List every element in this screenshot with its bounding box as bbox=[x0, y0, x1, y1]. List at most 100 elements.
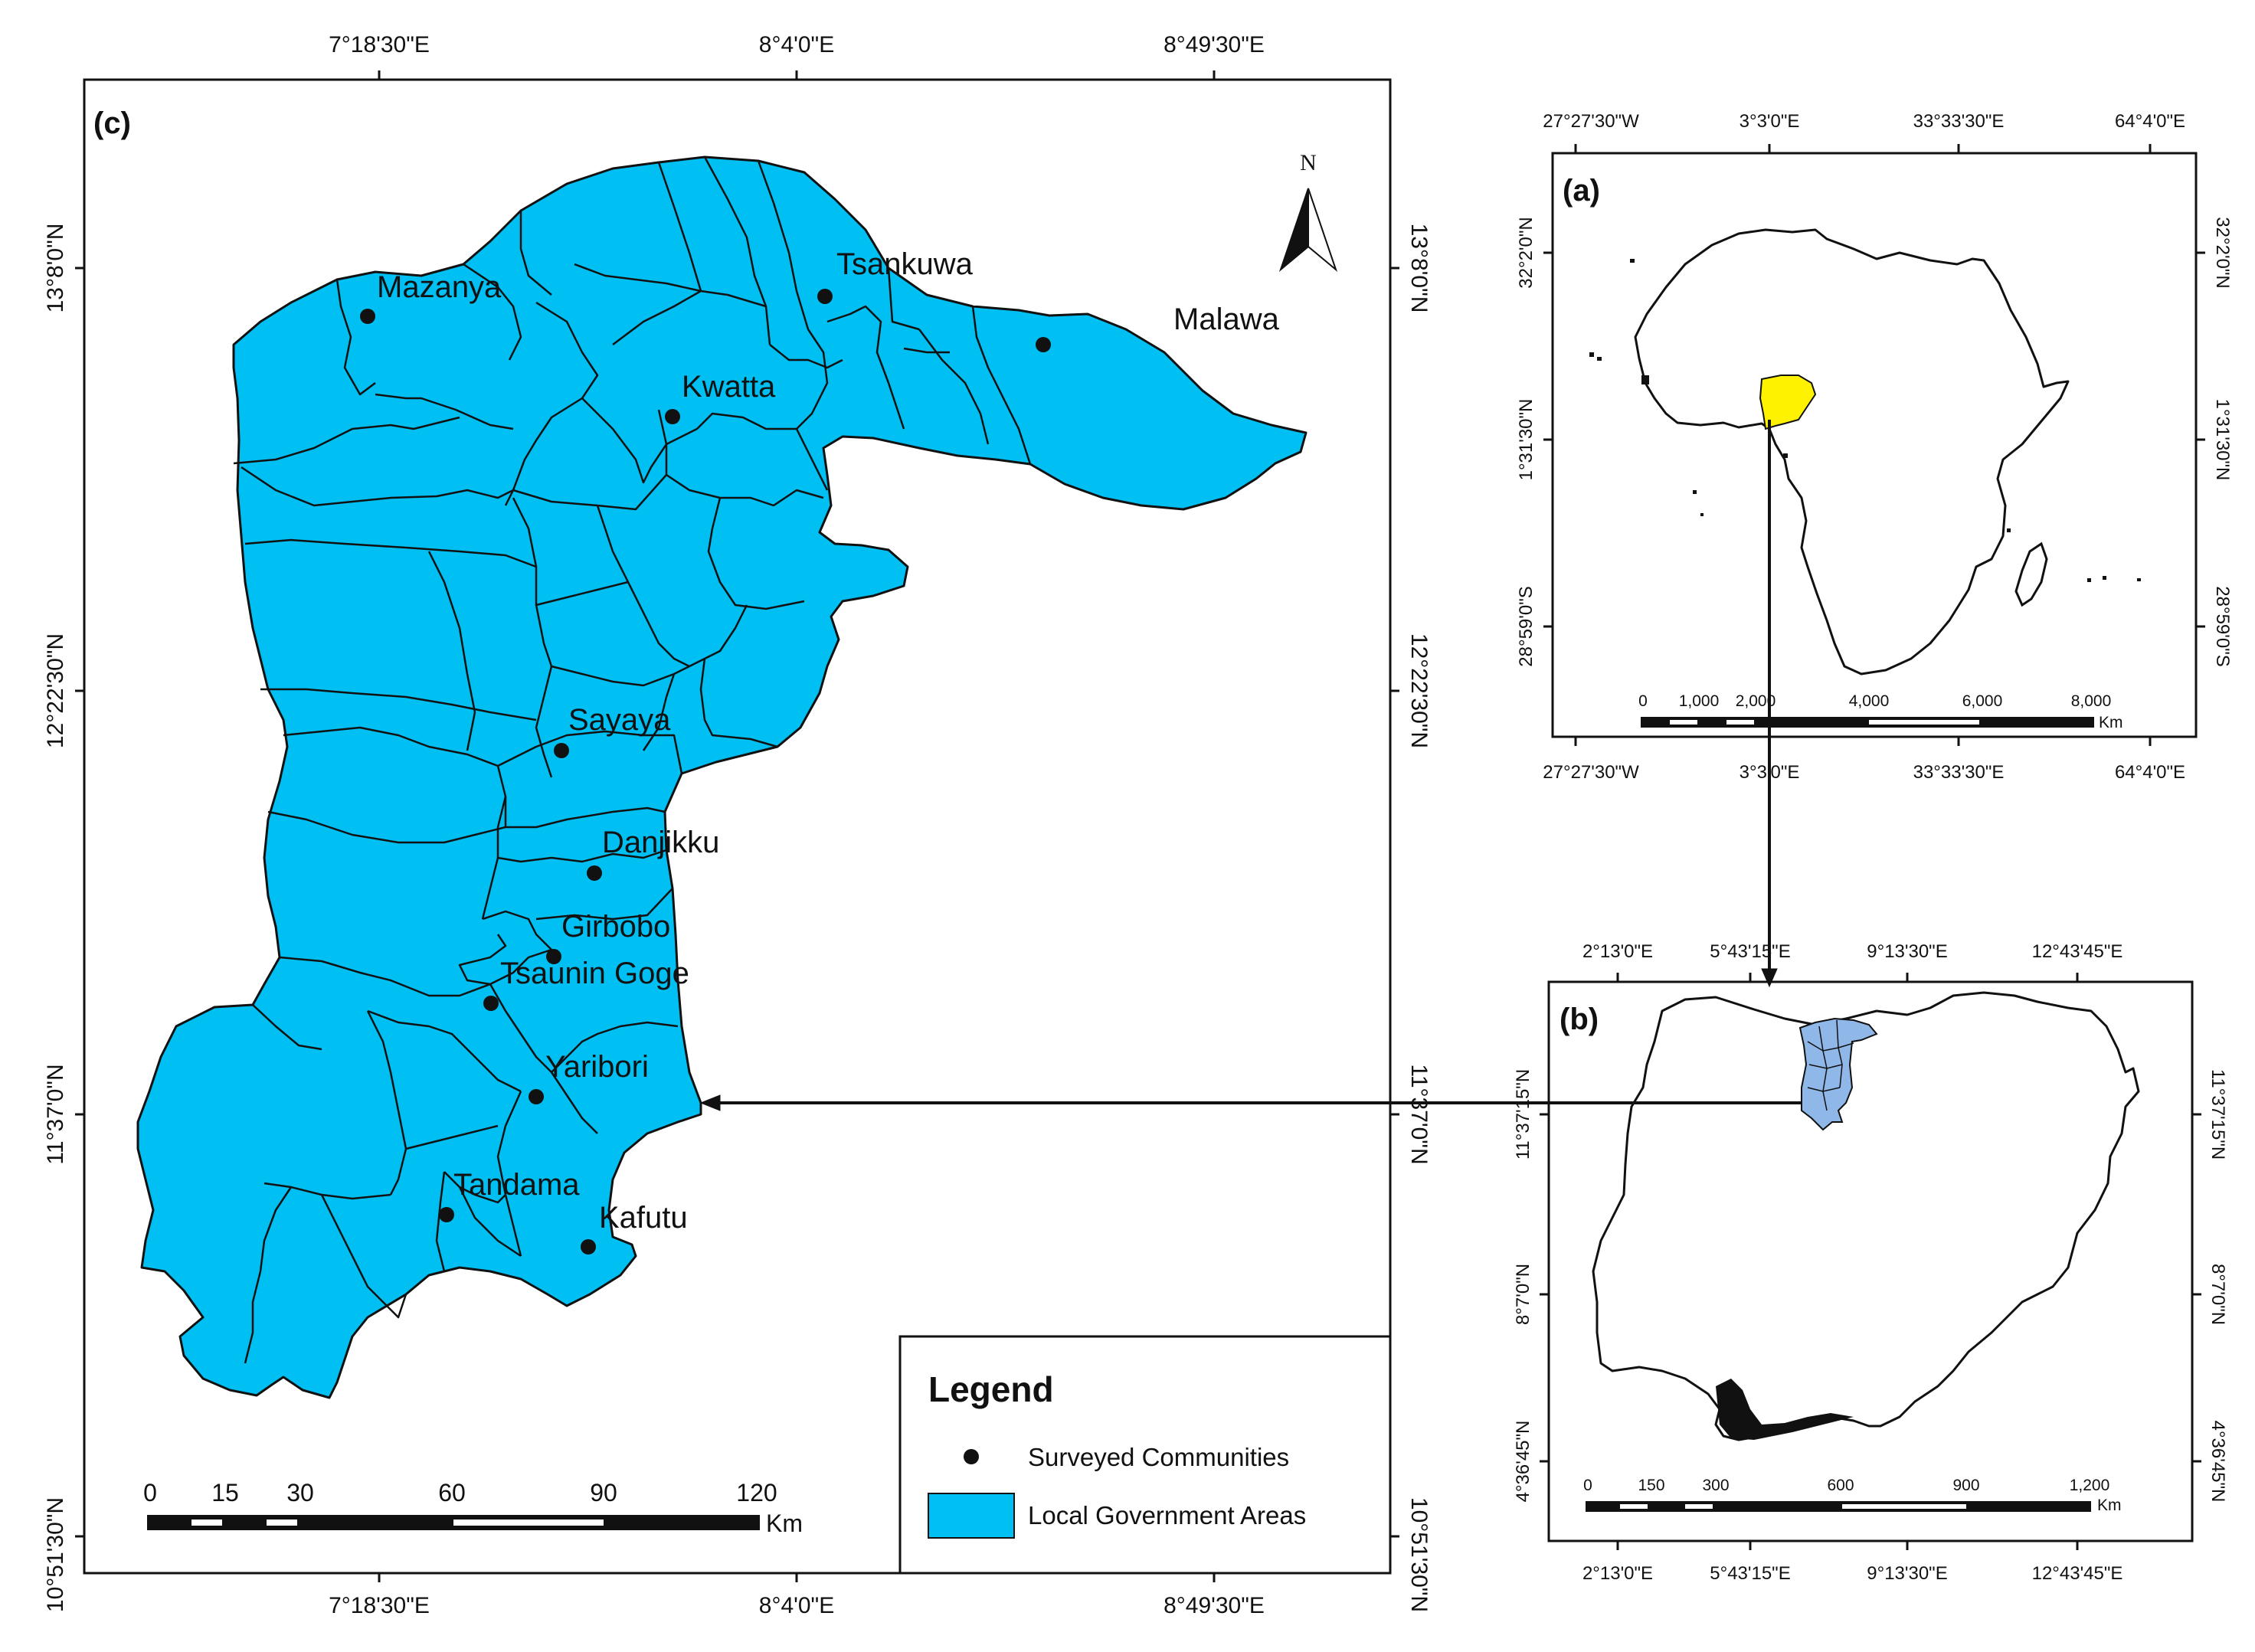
panel-b-right-tick: 4°36'45"N bbox=[2208, 1421, 2228, 1503]
panel-a-left-tick: 32°2'0"N bbox=[1516, 217, 1537, 288]
panel-c-scalebar: 0 15 30 60 90 120 Km bbox=[143, 1479, 803, 1537]
panel-c-right-tick: 11°37'0"N bbox=[1406, 1064, 1432, 1164]
scalebar-label: 0 bbox=[143, 1479, 157, 1506]
nigeria-outline bbox=[1592, 991, 2140, 1441]
scalebar-label: 120 bbox=[736, 1479, 777, 1506]
panel-c-top-tick: 8°49'30"E bbox=[1164, 32, 1265, 57]
community-labels: Mazanya Tsankuwa Malawa Kwatta Sayaya Da… bbox=[377, 247, 1280, 1235]
scalebar-label: 900 bbox=[1952, 1477, 1979, 1494]
panel-c-left-tick: 10°51'30"N bbox=[43, 1497, 68, 1612]
community-label-danjikku: Danjikku bbox=[602, 826, 719, 859]
community-points bbox=[360, 289, 1051, 1255]
panel-a-bottom-tick: 33°33'30"E bbox=[1913, 762, 2005, 783]
scalebar-label: 15 bbox=[211, 1479, 239, 1506]
scalebar-label: 90 bbox=[590, 1479, 617, 1506]
panel-c: (c) 7°18'30"E 8°4'0"E 8°49'30"E 7°18'30"… bbox=[43, 32, 1432, 1618]
community-point-girbobo bbox=[546, 949, 561, 964]
scalebar-unit: Km bbox=[766, 1510, 803, 1537]
islands bbox=[1589, 259, 2141, 582]
panel-b-tick-marks bbox=[1540, 973, 2201, 1550]
scalebar-label: 60 bbox=[438, 1479, 466, 1506]
panel-a-right-tick: 1°31'30"N bbox=[2212, 399, 2233, 481]
panel-b-top-tick: 5°43'15"E bbox=[1710, 941, 1790, 962]
panel-c-top-tick: 8°4'0"E bbox=[759, 32, 834, 57]
panel-b-bottom-tick: 2°13'0"E bbox=[1582, 1563, 1653, 1584]
community-label-malawa: Malawa bbox=[1173, 303, 1280, 336]
panel-c-tick-marks bbox=[75, 70, 1399, 1582]
community-label-mazanya: Mazanya bbox=[377, 270, 502, 304]
scalebar-label: 6,000 bbox=[1962, 692, 2003, 710]
panel-c-bottom-tick: 8°49'30"E bbox=[1164, 1593, 1265, 1618]
legend-item-lga: Local Government Areas bbox=[1028, 1501, 1306, 1529]
community-label-kafutu: Kafutu bbox=[599, 1201, 688, 1235]
community-label-tsankuwa: Tsankuwa bbox=[836, 247, 974, 281]
scalebar-label: 0 bbox=[1583, 1477, 1592, 1494]
panel-b-top-tick: 12°43'45"E bbox=[2032, 941, 2123, 962]
panel-a-top-tick: 64°4'0"E bbox=[2115, 111, 2185, 132]
scalebar-label: 150 bbox=[1638, 1477, 1664, 1494]
panel-b-right-tick: 11°37'15"N bbox=[2208, 1069, 2228, 1160]
legend-item-communities: Surveyed Communities bbox=[1028, 1443, 1289, 1471]
connector-arrows bbox=[699, 420, 1802, 1111]
panel-a-scalebar: 0 1,000 2,000 4,000 6,000 8,000 Km bbox=[1638, 692, 2122, 731]
panel-b-top-tick: 9°13'30"E bbox=[1867, 941, 1947, 962]
panel-a-left-tick: 1°31'30"N bbox=[1516, 399, 1537, 481]
panel-a-top-tick: 27°27'30"W bbox=[1543, 111, 1639, 132]
scalebar-label: 300 bbox=[1702, 1477, 1729, 1494]
panel-b: (b) 2°13'0"E 5°43'15"E 9°13'30"E 12°43'4… bbox=[1513, 941, 2228, 1584]
lga-boundaries bbox=[233, 156, 1032, 1364]
panel-a-top-tick: 3°3'0"E bbox=[1740, 111, 1800, 132]
arrow-head-down-icon bbox=[1761, 968, 1778, 988]
legend-box bbox=[898, 1335, 1392, 1575]
community-point-kafutu bbox=[581, 1239, 596, 1255]
study-area-small bbox=[1798, 1017, 1878, 1131]
scalebar-unit: Km bbox=[2097, 1497, 2122, 1514]
community-label-kwatta: Kwatta bbox=[682, 370, 776, 404]
scalebar-label: 1,200 bbox=[2070, 1477, 2110, 1494]
scalebar-label: 4,000 bbox=[1849, 692, 1890, 710]
panel-b-left-tick: 11°37'15"N bbox=[1513, 1069, 1533, 1160]
panel-b-frame bbox=[1547, 980, 2194, 1542]
panel-c-bottom-tick: 8°4'0"E bbox=[759, 1593, 834, 1618]
nigeria-highlight bbox=[1759, 375, 1817, 430]
panel-c-left-tick: 11°37'0"N bbox=[43, 1064, 68, 1164]
panel-a-label: (a) bbox=[1563, 174, 1600, 208]
panel-c-right-tick: 10°51'30"N bbox=[1406, 1497, 1432, 1612]
panel-c-frame bbox=[83, 78, 1392, 1575]
community-label-yaribori: Yaribori bbox=[545, 1050, 649, 1084]
study-area-small-boundaries bbox=[1807, 1019, 1854, 1111]
panel-c-left-tick: 12°22'30"N bbox=[43, 633, 68, 748]
panel-c-bottom-tick: 7°18'30"E bbox=[329, 1593, 430, 1618]
community-label-tsaunin-goge: Tsaunin Goge bbox=[500, 957, 689, 990]
community-point-tandama bbox=[439, 1207, 454, 1222]
panel-b-right-tick: 8°7'0"N bbox=[2208, 1264, 2228, 1325]
panel-b-scalebar: 0 150 300 600 900 1,200 Km bbox=[1583, 1477, 2121, 1514]
panel-a: (a) 27°27'30"W 3°3'0"E 33°33'30"E 64°4'0… bbox=[1516, 111, 2233, 783]
nigeria-coastal-region bbox=[1716, 1379, 1854, 1440]
community-label-sayaya: Sayaya bbox=[568, 703, 671, 737]
scalebar-unit: Km bbox=[2099, 714, 2123, 731]
panel-c-top-tick: 7°18'30"E bbox=[329, 32, 430, 57]
north-arrow-icon: N bbox=[1278, 150, 1338, 273]
panel-a-top-tick: 33°33'30"E bbox=[1913, 111, 2005, 132]
community-point-sayaya bbox=[554, 743, 569, 758]
panel-b-left-tick: 8°7'0"N bbox=[1513, 1264, 1533, 1325]
scalebar-label: 0 bbox=[1638, 692, 1648, 710]
panel-a-right-tick: 32°2'0"N bbox=[2212, 217, 2233, 288]
community-point-tsankuwa bbox=[817, 289, 833, 304]
community-point-yaribori bbox=[529, 1089, 544, 1104]
scalebar-label: 600 bbox=[1827, 1477, 1854, 1494]
community-point-mazanya bbox=[360, 309, 375, 324]
scalebar-label: 8,000 bbox=[2071, 692, 2112, 710]
community-point-malawa bbox=[1036, 337, 1051, 352]
community-point-tsaunin-goge bbox=[483, 996, 499, 1011]
legend-area-swatch bbox=[928, 1493, 1015, 1539]
panel-b-label: (b) bbox=[1560, 1003, 1599, 1036]
arrow-head-left-icon bbox=[699, 1094, 721, 1111]
scalebar-label: 1,000 bbox=[1679, 692, 1720, 710]
community-label-girbobo: Girbobo bbox=[561, 910, 670, 944]
community-label-tandama: Tandama bbox=[453, 1168, 580, 1202]
panel-b-bottom-tick: 9°13'30"E bbox=[1867, 1563, 1947, 1584]
panel-b-bottom-tick: 12°43'45"E bbox=[2032, 1563, 2123, 1584]
